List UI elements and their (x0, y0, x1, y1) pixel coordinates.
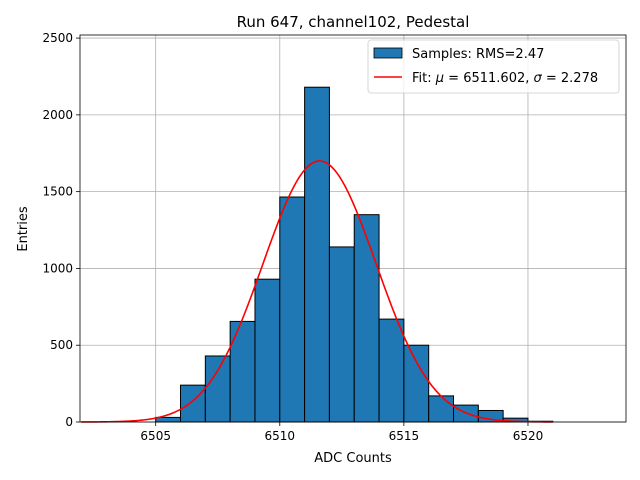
histogram-bar (204, 355, 231, 423)
legend-histogram-swatch (373, 47, 403, 59)
x-tick-label: 6515 (389, 429, 420, 443)
y-axis-ticks: 0 500 1000 1500 2000 2500 (42, 31, 80, 429)
histogram-bar (353, 214, 380, 423)
legend-fit-label: Fit: μ = 6511.602, σ = 2.278 (412, 71, 598, 86)
chart-title: Run 647, channel102, Pedestal (237, 13, 470, 31)
x-axis-label: ADC Counts (314, 451, 392, 466)
x-axis-ticks: 6505 6510 6515 6520 (140, 422, 543, 443)
histogram-bar (378, 318, 405, 423)
plot-frame (79, 34, 627, 423)
histogram-bar (254, 278, 281, 423)
x-tick-label: 6505 (140, 429, 171, 443)
y-axis-label: Entries (16, 206, 31, 252)
histogram-bar (328, 246, 355, 423)
y-tick-label: 1500 (42, 185, 73, 199)
legend-box (367, 39, 620, 94)
y-tick-label: 2000 (42, 108, 73, 122)
histogram-bar (180, 384, 206, 423)
legend: Samples: RMS=2.47 Fit: μ = 6511.602, σ =… (367, 39, 620, 94)
gaussian-fit-curve (81, 160, 553, 423)
legend-histogram-label: Samples: RMS=2.47 (412, 47, 544, 62)
histogram-bar (403, 344, 430, 423)
y-tick-label: 2500 (42, 31, 73, 45)
histogram-bar (279, 196, 306, 423)
y-tick-label: 1000 (42, 261, 73, 275)
histogram-bar (229, 320, 256, 423)
histogram-bars (155, 86, 554, 423)
histogram-bar (304, 86, 330, 423)
x-tick-label: 6510 (265, 429, 296, 443)
histogram-bar (428, 395, 455, 423)
y-tick-label: 500 (50, 338, 73, 352)
x-tick-label: 6520 (513, 429, 544, 443)
y-tick-label: 0 (65, 415, 73, 429)
